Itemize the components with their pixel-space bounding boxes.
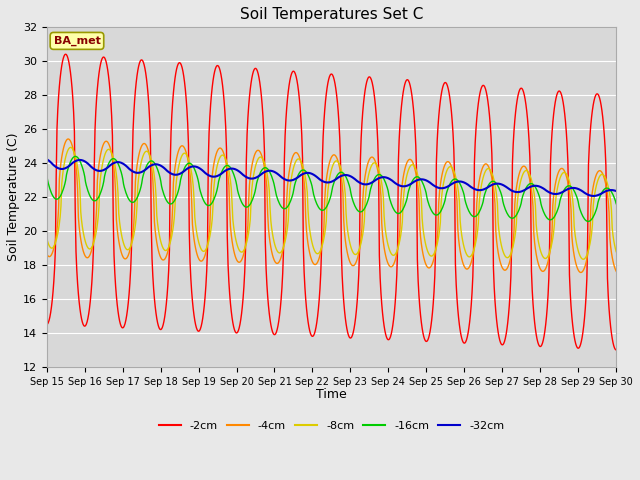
-4cm xyxy=(64,136,72,142)
-16cm xyxy=(200,199,208,204)
-4cm xyxy=(577,270,584,276)
-4cm xyxy=(43,251,51,257)
-32cm xyxy=(43,156,51,162)
Title: Soil Temperatures Set C: Soil Temperatures Set C xyxy=(240,7,423,22)
-32cm xyxy=(589,193,597,199)
Line: -16cm: -16cm xyxy=(47,156,616,221)
X-axis label: Time: Time xyxy=(316,388,347,401)
-8cm xyxy=(419,216,426,221)
-2cm xyxy=(402,79,410,85)
Line: -4cm: -4cm xyxy=(47,139,616,273)
-4cm xyxy=(200,254,208,260)
Line: -32cm: -32cm xyxy=(47,159,616,196)
-16cm xyxy=(113,158,120,164)
-2cm xyxy=(43,322,51,327)
-8cm xyxy=(53,234,61,240)
-4cm xyxy=(53,227,61,232)
-4cm xyxy=(612,268,620,274)
-2cm xyxy=(113,293,120,299)
-16cm xyxy=(402,201,410,206)
-16cm xyxy=(419,179,426,185)
-8cm xyxy=(612,249,620,254)
-16cm xyxy=(72,154,79,159)
-8cm xyxy=(200,248,208,254)
-4cm xyxy=(402,164,410,169)
Y-axis label: Soil Temperature (C): Soil Temperature (C) xyxy=(7,133,20,262)
Legend: -2cm, -4cm, -8cm, -16cm, -32cm: -2cm, -4cm, -8cm, -16cm, -32cm xyxy=(154,417,509,435)
-8cm xyxy=(402,179,410,185)
-16cm xyxy=(170,198,178,204)
-8cm xyxy=(170,216,178,221)
-8cm xyxy=(43,235,51,241)
-32cm xyxy=(112,159,120,165)
Text: BA_met: BA_met xyxy=(54,36,100,46)
-32cm xyxy=(53,165,61,170)
-32cm xyxy=(417,177,425,182)
-2cm xyxy=(200,302,208,308)
-2cm xyxy=(62,51,70,57)
-8cm xyxy=(579,256,587,262)
-16cm xyxy=(43,171,51,177)
-2cm xyxy=(612,347,620,353)
-2cm xyxy=(170,82,178,87)
-8cm xyxy=(67,144,74,150)
-16cm xyxy=(53,196,61,202)
-32cm xyxy=(401,183,408,189)
-4cm xyxy=(419,246,426,252)
-4cm xyxy=(170,171,178,177)
-2cm xyxy=(53,126,61,132)
-32cm xyxy=(170,171,177,177)
-16cm xyxy=(584,218,592,224)
-8cm xyxy=(113,172,120,178)
-16cm xyxy=(612,201,620,206)
-32cm xyxy=(612,188,620,194)
Line: -8cm: -8cm xyxy=(47,147,616,259)
-32cm xyxy=(200,168,207,174)
Line: -2cm: -2cm xyxy=(47,54,616,350)
-2cm xyxy=(419,325,426,331)
-4cm xyxy=(113,217,120,223)
